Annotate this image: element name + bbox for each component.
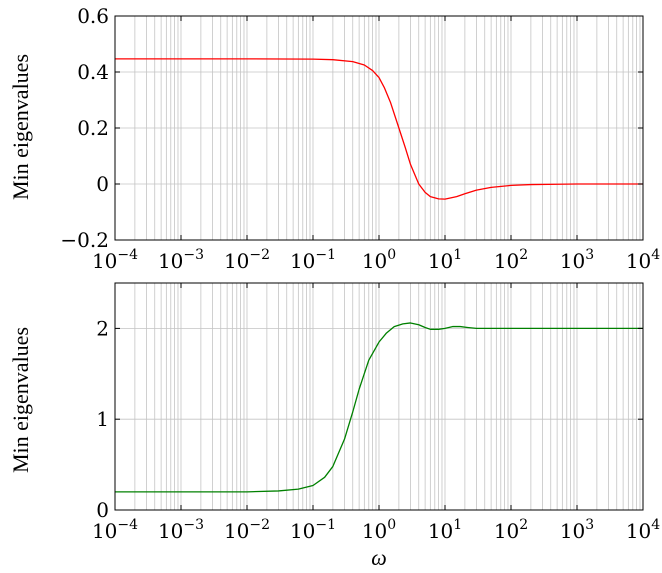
x-tick-label: 104: [626, 517, 660, 543]
x-tick-label: 104: [626, 247, 660, 273]
y-axis-title: Min eigenvalues: [8, 54, 33, 200]
y-tick-label: 0.2: [77, 116, 109, 140]
x-tick-label: 10−4: [92, 517, 138, 543]
top-chart: −0.2 0 0.2 0.4 0.6 10−4 10−3 10−2 10−1 100 101 102 1…: [8, 4, 660, 273]
y-tick-label: 0.6: [77, 4, 109, 28]
x-tick-label: 102: [494, 247, 528, 273]
y-tick-label: 0.4: [77, 60, 109, 84]
x-tick-label: 10−2: [224, 247, 270, 273]
x-axis-title: ω: [371, 545, 387, 570]
x-tick-label: 100: [362, 247, 396, 273]
y-tick-label: 1: [96, 407, 109, 431]
x-tick-label: 101: [428, 517, 462, 543]
bottom-chart: 0 1 2 10−4 10−3 10−2 10−1 100 101 102 103 104 Min ei…: [8, 282, 660, 570]
grid-lines: [114, 283, 643, 511]
y-axis-title: Min eigenvalues: [8, 327, 33, 473]
series-line: [115, 58, 643, 200]
x-tick-label: 10−2: [224, 517, 270, 543]
x-tick-label: 10−3: [158, 247, 204, 273]
series-line: [115, 322, 643, 493]
x-tick-label: 102: [494, 517, 528, 543]
x-tick-label: 10−3: [158, 517, 204, 543]
y-tick-label: −0.2: [60, 228, 109, 252]
x-tick-label: 100: [362, 517, 396, 543]
y-tick-label: 0: [96, 172, 109, 196]
x-tick-label: 10−1: [290, 247, 336, 273]
y-tick-label: 2: [96, 316, 109, 340]
x-tick-label: 10−1: [290, 517, 336, 543]
grid-lines: [114, 15, 643, 241]
x-tick-label: 103: [560, 247, 594, 273]
x-tick-label: 101: [428, 247, 462, 273]
y-tick-label: 0: [96, 498, 109, 522]
x-tick-label: 103: [560, 517, 594, 543]
x-tick-label: 10−4: [92, 247, 138, 273]
